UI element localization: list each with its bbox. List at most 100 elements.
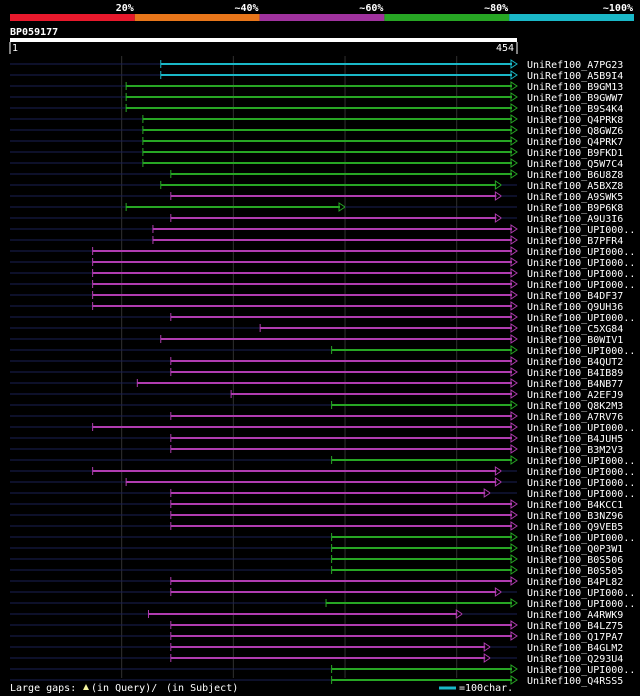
alignment-row[interactable]: UniRef100_Q8GWZ6 (10, 125, 623, 137)
hit-name[interactable]: UniRef100_B4NB77 (527, 379, 623, 390)
hit-name[interactable]: UniRef100_B4LZ75 (527, 621, 623, 632)
alignment-row[interactable]: UniRef100_UPI000.. (10, 422, 635, 434)
alignment-row[interactable]: UniRef100_UPI000.. (10, 664, 635, 676)
alignment-row[interactable]: UniRef100_A7PG23 (10, 59, 623, 71)
alignment-row[interactable]: UniRef100_A9U3I6 (10, 213, 623, 225)
hit-name[interactable]: UniRef100_B7PFR4 (527, 236, 623, 247)
hit-name[interactable]: UniRef100_Q8GWZ6 (527, 126, 623, 137)
hit-name[interactable]: UniRef100_A9U3I6 (527, 214, 623, 225)
hit-name[interactable]: UniRef100_UPI000.. (527, 665, 635, 676)
hit-name[interactable]: UniRef100_B3NZ96 (527, 511, 623, 522)
alignment-row[interactable]: UniRef100_Q293U4 (10, 653, 623, 665)
hit-name[interactable]: UniRef100_UPI000.. (527, 533, 635, 544)
hit-name[interactable]: UniRef100_B0S506 (527, 555, 623, 566)
hit-name[interactable]: UniRef100_UPI000.. (527, 313, 635, 324)
alignment-row[interactable]: UniRef100_B0S505 (10, 565, 623, 577)
hit-name[interactable]: UniRef100_UPI000.. (527, 225, 635, 236)
alignment-row[interactable]: UniRef100_UPI000.. (10, 312, 635, 324)
alignment-row[interactable]: UniRef100_A7RV76 (10, 411, 623, 423)
hit-name[interactable]: UniRef100_A5BXZ8 (527, 181, 623, 192)
hit-name[interactable]: UniRef100_B6U8Z8 (527, 170, 623, 181)
alignment-row[interactable]: UniRef100_B4IB89 (10, 367, 623, 379)
alignment-row[interactable]: UniRef100_UPI000.. (10, 257, 635, 269)
hit-name[interactable]: UniRef100_Q5W7C4 (527, 159, 623, 170)
alignment-row[interactable]: UniRef100_UPI000.. (10, 466, 635, 478)
alignment-row[interactable]: UniRef100_B4GLM2 (10, 642, 623, 654)
alignment-row[interactable]: UniRef100_A5BXZ8 (10, 180, 623, 192)
alignment-row[interactable]: UniRef100_Q9VEB5 (10, 521, 623, 533)
hit-name[interactable]: UniRef100_B9P6K8 (527, 203, 623, 214)
alignment-row[interactable]: UniRef100_B4LZ75 (10, 620, 623, 632)
hit-name[interactable]: UniRef100_Q4PRK8 (527, 115, 623, 126)
alignment-row[interactable]: UniRef100_Q8K2M3 (10, 400, 623, 412)
alignment-row[interactable]: UniRef100_Q9UH36 (10, 301, 623, 313)
hit-name[interactable]: UniRef100_A4RWK9 (527, 610, 623, 621)
alignment-row[interactable]: UniRef100_B4KCC1 (10, 499, 623, 511)
hit-name[interactable]: UniRef100_UPI000.. (527, 423, 635, 434)
hit-name[interactable]: UniRef100_UPI000.. (527, 247, 635, 258)
hit-name[interactable]: UniRef100_B4KCC1 (527, 500, 623, 511)
hit-name[interactable]: UniRef100_Q9UH36 (527, 302, 623, 313)
alignment-row[interactable]: UniRef100_B3M2V3 (10, 444, 623, 456)
alignment-row[interactable]: UniRef100_UPI000.. (10, 224, 635, 236)
alignment-row[interactable]: UniRef100_B9S4K4 (10, 103, 623, 115)
hit-name[interactable]: UniRef100_B9GWW7 (527, 93, 623, 104)
hit-name[interactable]: UniRef100_UPI000.. (527, 467, 635, 478)
hit-name[interactable]: UniRef100_A2EFJ9 (527, 390, 623, 401)
alignment-row[interactable]: UniRef100_B7PFR4 (10, 235, 623, 247)
alignment-row[interactable]: UniRef100_A9SWK5 (10, 191, 623, 203)
alignment-row[interactable]: UniRef100_Q4PRK8 (10, 114, 623, 126)
hit-name[interactable]: UniRef100_A7RV76 (527, 412, 623, 423)
alignment-row[interactable]: UniRef100_UPI000.. (10, 268, 635, 280)
hit-name[interactable]: UniRef100_C5XG84 (527, 324, 623, 335)
hit-name[interactable]: UniRef100_Q0P3W1 (527, 544, 623, 555)
hit-name[interactable]: UniRef100_UPI000.. (527, 269, 635, 280)
alignment-row[interactable]: UniRef100_Q5W7C4 (10, 158, 623, 170)
hit-name[interactable]: UniRef100_A9SWK5 (527, 192, 623, 203)
alignment-row[interactable]: UniRef100_B0S506 (10, 554, 623, 566)
hit-name[interactable]: UniRef100_Q4PRK7 (527, 137, 623, 148)
hit-name[interactable]: UniRef100_B0S505 (527, 566, 623, 577)
alignment-row[interactable]: UniRef100_UPI000.. (10, 477, 635, 489)
hit-name[interactable]: UniRef100_Q293U4 (527, 654, 623, 665)
alignment-row[interactable]: UniRef100_UPI000.. (10, 488, 635, 500)
alignment-row[interactable]: UniRef100_B4NB77 (10, 378, 623, 390)
alignment-row[interactable]: UniRef100_A4RWK9 (10, 609, 623, 621)
alignment-row[interactable]: UniRef100_A5B9I4 (10, 70, 623, 82)
hit-name[interactable]: UniRef100_B9FKD1 (527, 148, 623, 159)
hit-name[interactable]: UniRef100_UPI000.. (527, 588, 635, 599)
hit-name[interactable]: UniRef100_UPI000.. (527, 456, 635, 467)
hit-name[interactable]: UniRef100_Q4RSS5 (527, 676, 623, 687)
hit-name[interactable]: UniRef100_A5B9I4 (527, 71, 623, 82)
alignment-row[interactable]: UniRef100_UPI000.. (10, 587, 635, 599)
alignment-row[interactable]: UniRef100_B9GM13 (10, 81, 623, 93)
alignment-row[interactable]: UniRef100_B4DF37 (10, 290, 623, 302)
hit-name[interactable]: UniRef100_UPI000.. (527, 478, 635, 489)
hit-name[interactable]: UniRef100_B4PL82 (527, 577, 623, 588)
hit-name[interactable]: UniRef100_B4GLM2 (527, 643, 623, 654)
alignment-row[interactable]: UniRef100_Q0P3W1 (10, 543, 623, 555)
alignment-row[interactable]: UniRef100_A2EFJ9 (10, 389, 623, 401)
hit-name[interactable]: UniRef100_UPI000.. (527, 258, 635, 269)
hit-name[interactable]: UniRef100_B3M2V3 (527, 445, 623, 456)
alignment-row[interactable]: UniRef100_Q4RSS5 (10, 675, 623, 687)
hit-name[interactable]: UniRef100_B4DF37 (527, 291, 623, 302)
hit-name[interactable]: UniRef100_B9GM13 (527, 82, 623, 93)
alignment-row[interactable]: UniRef100_Q17PA7 (10, 631, 623, 643)
hit-name[interactable]: UniRef100_B4IB89 (527, 368, 623, 379)
alignment-row[interactable]: UniRef100_C5XG84 (10, 323, 623, 335)
hit-name[interactable]: UniRef100_B9S4K4 (527, 104, 623, 115)
alignment-row[interactable]: UniRef100_B4JUH5 (10, 433, 623, 445)
hit-name[interactable]: UniRef100_UPI000.. (527, 280, 635, 291)
alignment-row[interactable]: UniRef100_Q4PRK7 (10, 136, 623, 148)
alignment-row[interactable]: UniRef100_UPI000.. (10, 455, 635, 467)
alignment-row[interactable]: UniRef100_B0WIV1 (10, 334, 623, 346)
hit-name[interactable]: UniRef100_B0WIV1 (527, 335, 623, 346)
alignment-row[interactable]: UniRef100_B9P6K8 (10, 202, 623, 214)
hit-name[interactable]: UniRef100_B4JUH5 (527, 434, 623, 445)
hit-name[interactable]: UniRef100_Q8K2M3 (527, 401, 623, 412)
alignment-row[interactable]: UniRef100_UPI000.. (10, 246, 635, 258)
alignment-row[interactable]: UniRef100_B4QUT2 (10, 356, 623, 368)
alignment-row[interactable]: UniRef100_B4PL82 (10, 576, 623, 588)
alignment-row[interactable]: UniRef100_B9GWW7 (10, 92, 623, 104)
